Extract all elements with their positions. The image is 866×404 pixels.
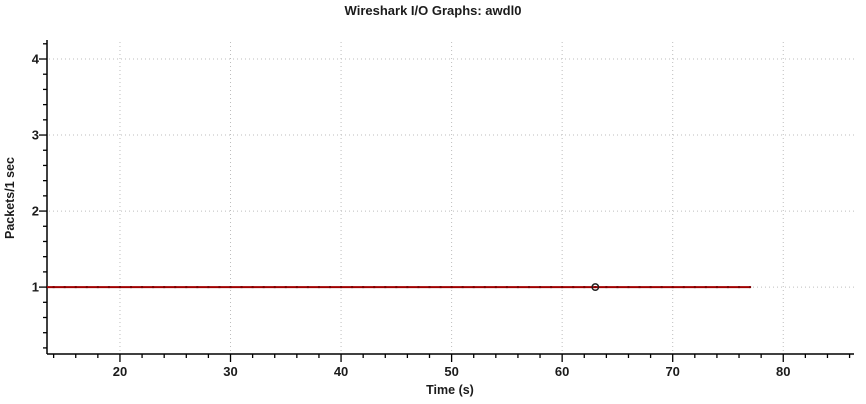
data-point bbox=[439, 286, 442, 289]
data-point bbox=[516, 286, 519, 289]
data-point bbox=[373, 286, 376, 289]
data-point bbox=[483, 286, 486, 289]
x-tick-label: 20 bbox=[113, 364, 127, 379]
data-point bbox=[417, 286, 420, 289]
data-point bbox=[196, 286, 199, 289]
data-point bbox=[262, 286, 265, 289]
hover-marker-icon[interactable] bbox=[591, 283, 600, 292]
data-point bbox=[52, 286, 55, 289]
x-axis-label: Time (s) bbox=[426, 383, 474, 397]
data-point bbox=[627, 286, 630, 289]
data-point bbox=[704, 286, 707, 289]
data-point bbox=[351, 286, 354, 289]
data-point bbox=[406, 286, 409, 289]
data-point bbox=[395, 286, 398, 289]
x-tick-label: 50 bbox=[444, 364, 458, 379]
data-point bbox=[207, 286, 210, 289]
data-point bbox=[450, 286, 453, 289]
y-tick-label: 3 bbox=[32, 128, 39, 143]
data-point bbox=[317, 286, 320, 289]
x-tick-label: 40 bbox=[334, 364, 348, 379]
graph-title: Wireshark I/O Graphs: awdl0 bbox=[345, 3, 522, 18]
data-point bbox=[218, 286, 221, 289]
data-point bbox=[738, 286, 741, 289]
data-point bbox=[340, 286, 343, 289]
data-point bbox=[240, 286, 243, 289]
data-point bbox=[583, 286, 586, 289]
data-point bbox=[561, 286, 564, 289]
data-point bbox=[74, 286, 77, 289]
data-point bbox=[693, 286, 696, 289]
data-point bbox=[550, 286, 553, 289]
data-point bbox=[638, 286, 641, 289]
data-point bbox=[130, 286, 133, 289]
y-axis-label: Packets/1 sec bbox=[3, 157, 17, 239]
data-point bbox=[96, 286, 99, 289]
data-point bbox=[118, 286, 121, 289]
data-point bbox=[152, 286, 155, 289]
data-point bbox=[649, 286, 652, 289]
x-tick-label: 30 bbox=[223, 364, 237, 379]
x-tick-label: 80 bbox=[776, 364, 790, 379]
data-point bbox=[472, 286, 475, 289]
data-point bbox=[749, 286, 752, 289]
data-point bbox=[63, 286, 66, 289]
data-point bbox=[273, 286, 276, 289]
data-point bbox=[715, 286, 718, 289]
data-point bbox=[660, 286, 663, 289]
data-point bbox=[384, 286, 387, 289]
data-point bbox=[428, 286, 431, 289]
data-point bbox=[461, 286, 464, 289]
data-point bbox=[163, 286, 166, 289]
data-point bbox=[572, 286, 575, 289]
data-point bbox=[726, 286, 729, 289]
data-point bbox=[605, 286, 608, 289]
data-point bbox=[107, 286, 110, 289]
x-tick-label: 70 bbox=[665, 364, 679, 379]
data-point bbox=[494, 286, 497, 289]
data-point bbox=[185, 286, 188, 289]
data-point bbox=[362, 286, 365, 289]
data-point bbox=[682, 286, 685, 289]
x-tick-label: 60 bbox=[555, 364, 569, 379]
data-point bbox=[295, 286, 298, 289]
data-point bbox=[284, 286, 287, 289]
data-point bbox=[85, 286, 88, 289]
data-point bbox=[251, 286, 254, 289]
data-point bbox=[527, 286, 530, 289]
data-point bbox=[174, 286, 177, 289]
data-point bbox=[329, 286, 332, 289]
y-tick-label: 4 bbox=[32, 52, 40, 67]
data-point bbox=[671, 286, 674, 289]
data-point bbox=[505, 286, 508, 289]
y-tick-label: 2 bbox=[32, 204, 39, 219]
data-point bbox=[229, 286, 232, 289]
y-tick-label: 1 bbox=[32, 280, 39, 295]
data-point bbox=[616, 286, 619, 289]
data-point bbox=[306, 286, 309, 289]
plot-canvas[interactable]: 20 30 40 50 60 70 80 1 2 3 4 bbox=[32, 40, 854, 379]
data-point bbox=[594, 286, 597, 289]
data-point bbox=[141, 286, 144, 289]
data-point bbox=[539, 286, 542, 289]
